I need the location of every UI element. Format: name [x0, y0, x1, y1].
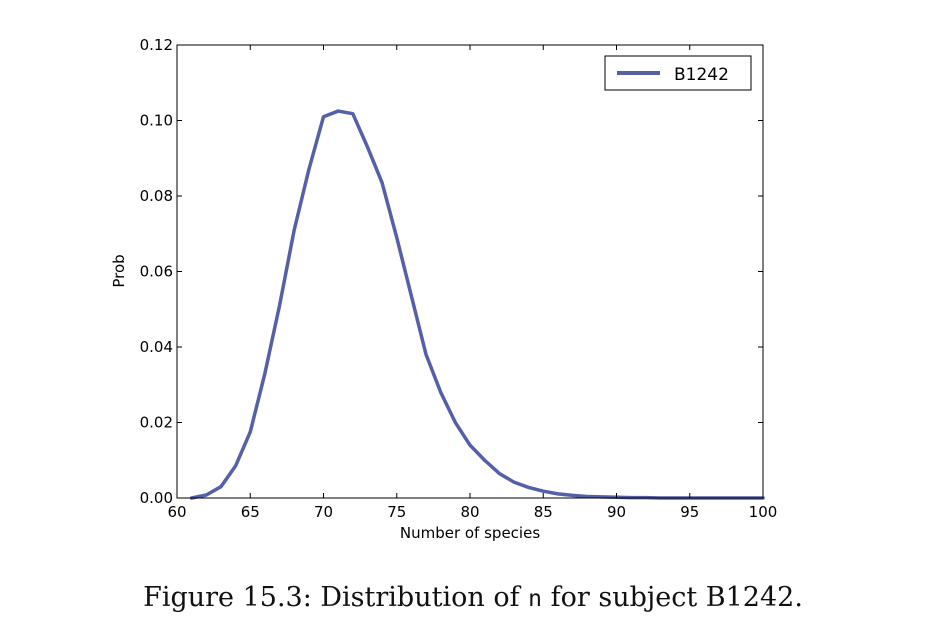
y-tick-label: 0.00	[140, 489, 173, 507]
y-tick-label: 0.02	[140, 414, 173, 432]
caption-prefix: Figure 15.3: Distribution of	[143, 582, 529, 613]
x-tick-label: 95	[680, 503, 699, 521]
x-tick-label: 65	[241, 503, 260, 521]
y-tick-label: 0.04	[140, 338, 173, 356]
x-tick-label: 90	[607, 503, 626, 521]
y-tick-label: 0.08	[140, 187, 173, 205]
x-axis: 60 65 70 75 80 85 90 95 100	[167, 45, 777, 521]
x-tick-label: 80	[460, 503, 479, 521]
y-tick-label: 0.10	[140, 112, 173, 130]
plot-area	[177, 45, 763, 498]
legend-label: B1242	[674, 65, 729, 85]
x-tick-label: 85	[534, 503, 553, 521]
x-axis-label: Number of species	[400, 524, 540, 542]
caption-suffix: for subject B1242.	[542, 582, 803, 613]
x-tick-label: 100	[749, 503, 778, 521]
figure-caption: Figure 15.3: Distribution of n for subje…	[0, 582, 946, 613]
legend: B1242	[604, 55, 752, 91]
y-tick-label: 0.06	[140, 263, 173, 281]
x-tick-label: 75	[387, 503, 406, 521]
y-axis-label: Prob	[110, 254, 128, 287]
x-tick-label: 70	[314, 503, 333, 521]
x-tick-label: 60	[167, 503, 186, 521]
caption-code: n	[528, 586, 543, 612]
y-tick-label: 0.12	[140, 36, 173, 54]
y-axis: 0.00 0.02 0.04 0.06 0.08 0.10 0.12	[140, 36, 763, 507]
